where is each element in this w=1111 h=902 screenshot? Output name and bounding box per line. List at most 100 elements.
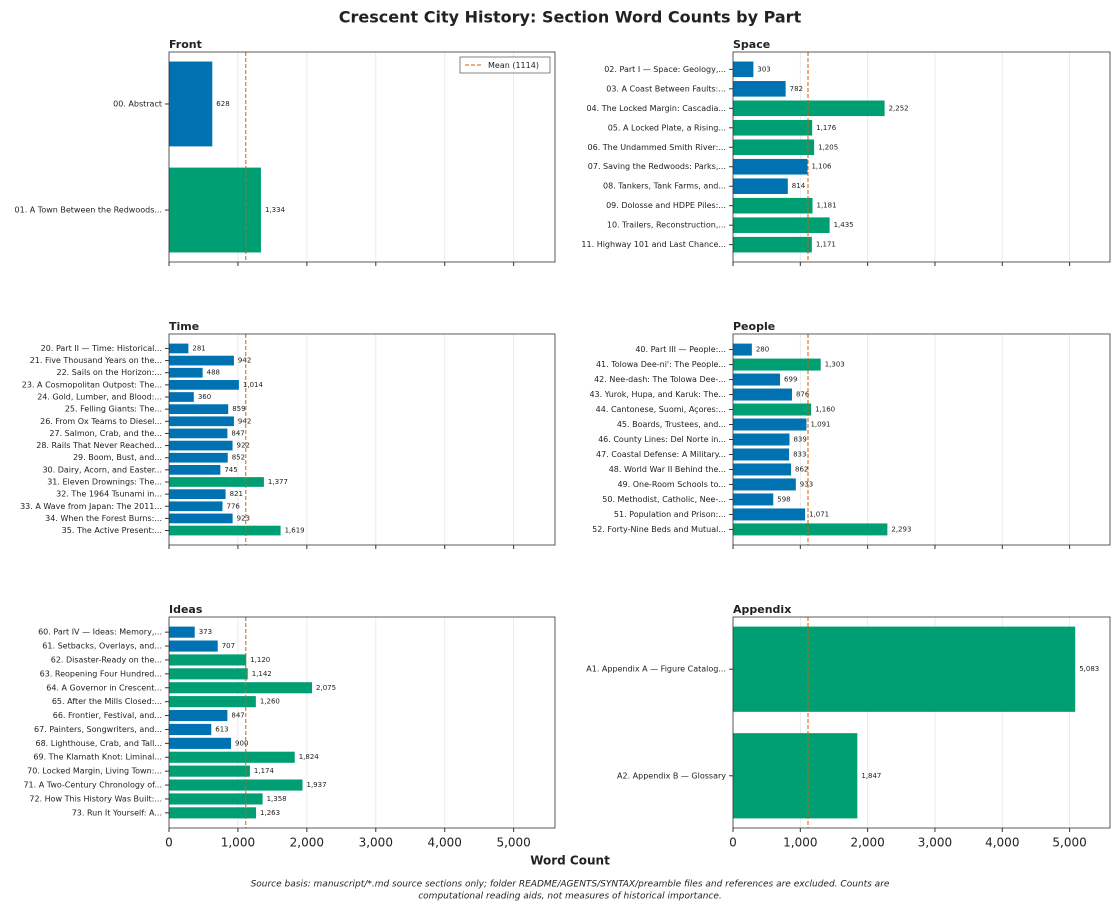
y-tick-label: 40. Part III — People:...: [635, 345, 726, 354]
value-label: 814: [792, 182, 806, 190]
y-tick-label: 22. Sails on the Horizon:...: [57, 368, 163, 377]
y-tick-label: 44. Cantonese, Suomi, Açores:...: [596, 405, 726, 414]
value-label: 933: [800, 480, 813, 488]
bar: [169, 355, 234, 366]
y-tick-label: 64. A Governor in Crescent...: [46, 683, 162, 692]
bar: [169, 654, 247, 666]
y-tick-label: 62. Disaster-Ready on the...: [51, 655, 162, 664]
bar: [733, 119, 813, 136]
y-tick-label: 08. Tankers, Tank Farms, and...: [603, 182, 726, 191]
value-label: 847: [231, 712, 244, 720]
value-label: 923: [237, 514, 250, 522]
footnote: Source basis: manuscript/*.md source sec…: [251, 880, 890, 890]
x-tick-label: 5,000: [496, 836, 530, 850]
panel-title: Space: [733, 38, 770, 51]
bar: [169, 723, 212, 736]
value-label: 1,303: [825, 361, 845, 369]
value-label: 942: [238, 357, 251, 365]
value-label: 862: [795, 465, 808, 473]
panel-title: People: [733, 320, 775, 333]
x-tick-label: 1,000: [221, 836, 255, 850]
panel-title: Appendix: [733, 603, 791, 616]
bar: [169, 464, 221, 475]
value-label: 2,252: [889, 104, 909, 112]
axes-frame: [168, 616, 556, 829]
bar: [169, 452, 228, 463]
bar: [169, 525, 281, 536]
y-tick-label: 01. A Town Between the Redwoods...: [15, 206, 162, 215]
footnote: computational reading aids, not measures…: [418, 892, 722, 902]
y-tick-label: 21. Five Thousand Years on the...: [30, 356, 162, 365]
bar: [169, 501, 223, 512]
y-tick-label: 00. Abstract: [113, 99, 162, 108]
y-tick-label: 31. Eleven Drownings: The...: [47, 477, 162, 486]
axes-frame: [732, 333, 1111, 546]
bar: [169, 793, 263, 805]
x-tick-label: 4,000: [428, 836, 462, 850]
y-tick-label: 27. Salmon, Crab, and the...: [49, 429, 162, 438]
bar: [733, 523, 888, 536]
x-tick-label: 2,000: [290, 836, 324, 850]
y-tick-label: 11. Highway 101 and Last Chance...: [581, 240, 726, 249]
value-label: 2,293: [891, 525, 911, 533]
bar: [169, 807, 257, 819]
bar: [733, 463, 792, 476]
y-tick-label: 67. Painters, Songwriters, and...: [34, 725, 162, 734]
y-tick-label: 52. Forty-Nine Beds and Mutual...: [592, 525, 726, 534]
value-label: 782: [790, 85, 803, 93]
bar: [733, 158, 808, 175]
bar: [169, 416, 234, 427]
bar: [733, 61, 754, 78]
y-tick-label: 04. The Locked Margin: Cascadia...: [586, 104, 726, 113]
bar: [169, 682, 313, 694]
bar: [169, 626, 195, 638]
y-tick-label: A1. Appendix A — Figure Catalog...: [586, 665, 726, 674]
bar: [169, 404, 229, 415]
bar: [733, 493, 774, 506]
value-label: 1,358: [267, 795, 287, 803]
bar: [733, 478, 796, 491]
y-tick-label: 24. Gold, Lumber, and Blood:...: [37, 393, 162, 402]
bar: [733, 197, 813, 214]
bar: [169, 737, 232, 749]
value-label: 280: [756, 346, 769, 354]
y-tick-label: 03. A Coast Between Faults:...: [606, 84, 726, 93]
bar: [733, 403, 812, 416]
bar: [169, 367, 203, 378]
bar: [169, 489, 226, 499]
bar: [169, 380, 239, 390]
y-tick-label: 35. The Active Present:...: [62, 526, 162, 535]
y-tick-label: 60. Part IV — Ideas: Memory,...: [38, 628, 162, 637]
y-tick-label: A2. Appendix B — Glossary: [617, 771, 726, 780]
axes-frame: [732, 51, 1111, 263]
bar: [169, 477, 264, 487]
y-tick-label: 73. Run It Yourself: A...: [72, 808, 162, 817]
value-label: 1,120: [250, 656, 270, 664]
value-label: 1,171: [816, 241, 836, 249]
bar: [169, 640, 218, 652]
y-tick-label: 28. Rails That Never Reached...: [36, 441, 162, 450]
bar: [169, 765, 250, 777]
y-tick-label: 66. Frontier, Festival, and...: [53, 711, 162, 720]
value-label: 1,174: [254, 767, 275, 775]
axes-frame: [168, 333, 556, 546]
value-label: 1,260: [260, 698, 280, 706]
value-label: 821: [230, 490, 243, 498]
y-tick-label: 50. Methodist, Catholic, Nee-...: [602, 495, 726, 504]
value-label: 1,263: [260, 809, 280, 817]
y-tick-label: 47. Coastal Defense: A Military...: [596, 450, 726, 459]
y-tick-label: 42. Nee-dash: The Tolowa Dee-...: [594, 375, 726, 384]
y-tick-label: 65. After the Mills Closed:...: [52, 697, 162, 706]
bar: [733, 508, 806, 521]
bar: [733, 388, 792, 401]
bar: [169, 668, 248, 680]
value-label: 707: [222, 642, 235, 650]
y-tick-label: 20. Part II — Time: Historical...: [41, 344, 162, 353]
value-label: 1,937: [307, 781, 327, 789]
bar: [733, 178, 788, 195]
value-label: 776: [226, 502, 240, 510]
y-tick-label: 23. A Cosmopolitan Outpost: The...: [22, 380, 162, 389]
bar: [733, 100, 885, 117]
value-label: 598: [777, 495, 790, 503]
value-label: 1,334: [265, 206, 286, 214]
